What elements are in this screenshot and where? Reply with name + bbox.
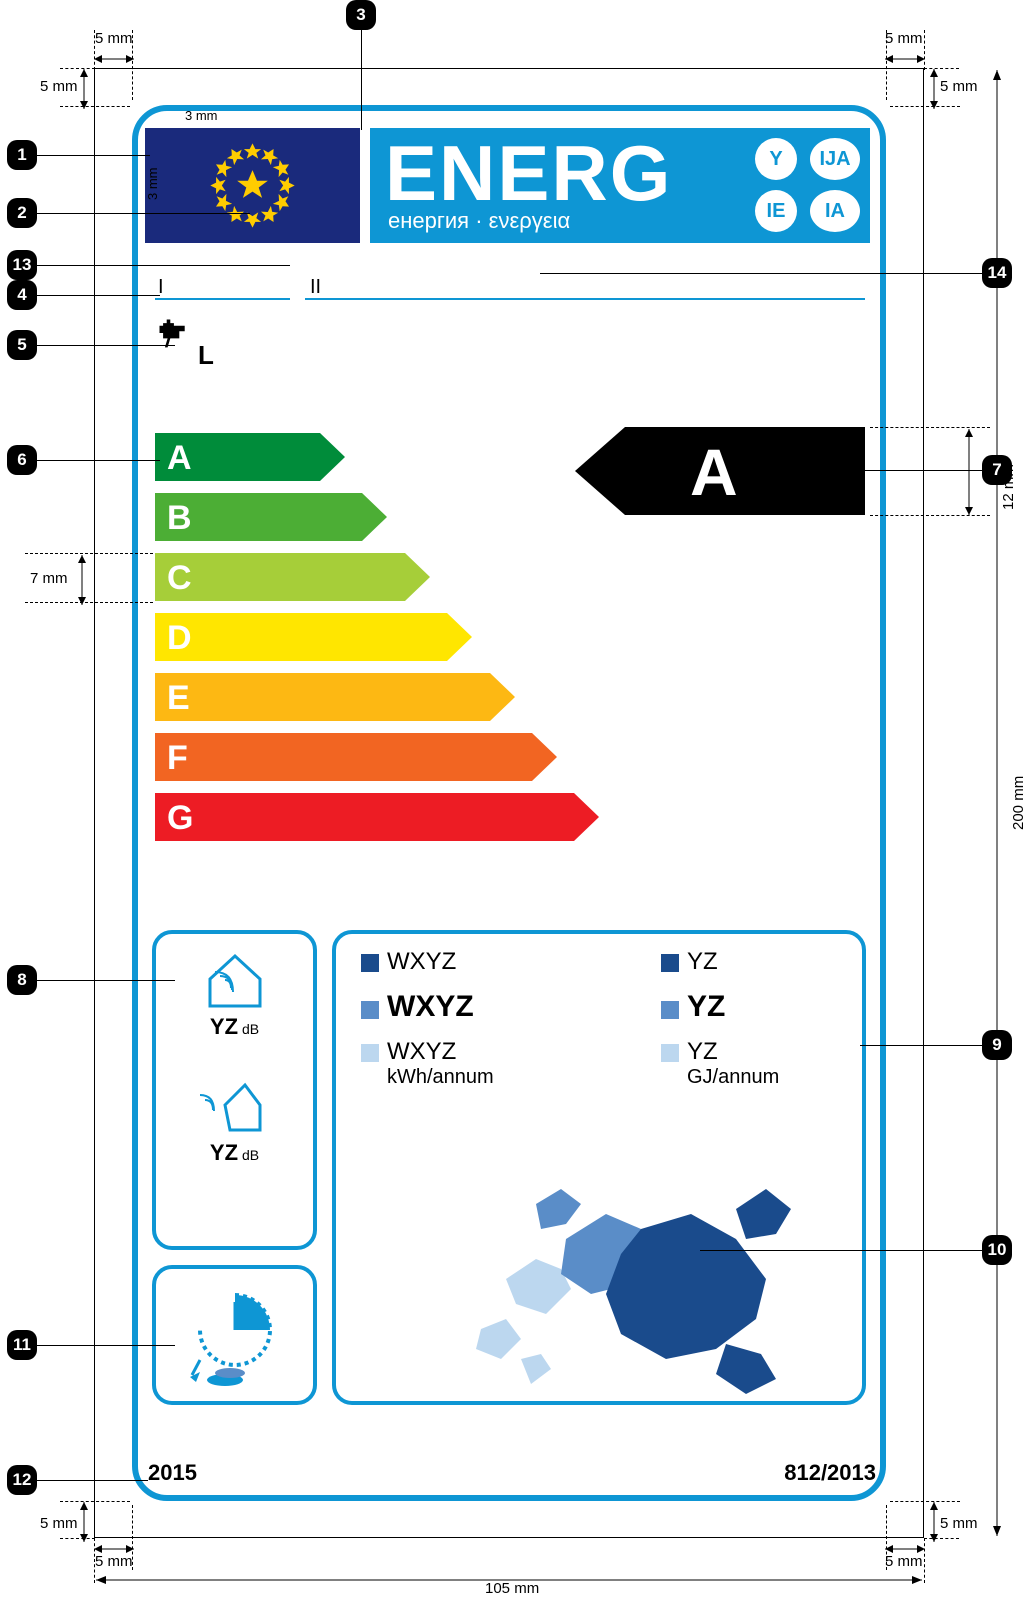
dim-3mm: 3 mm xyxy=(185,108,218,123)
year-label: 2015 xyxy=(148,1460,197,1486)
sound-box: YZ dB YZ dB xyxy=(152,930,317,1250)
diagram-canvas: ENERG енергия · ενεργεια Y IJA IE IA I I… xyxy=(0,0,1024,1599)
eu-map-icon xyxy=(466,1159,826,1394)
callout-8: 8 xyxy=(7,965,37,995)
efficiency-bar: G xyxy=(155,793,599,841)
energy-title: ENERG xyxy=(385,128,672,219)
callout-10: 10 xyxy=(982,1235,1012,1265)
efficiency-bar: F xyxy=(155,733,557,781)
gj-mid: YZ xyxy=(687,990,725,1023)
roman-2: II xyxy=(310,276,321,299)
eu-flag xyxy=(145,128,360,243)
swatch-dark-icon xyxy=(361,954,379,972)
outdoor-sound-value: YZ xyxy=(210,1140,238,1165)
gj-light: YZ xyxy=(687,1038,718,1065)
svg-text:E: E xyxy=(167,679,190,717)
swatch-light-icon xyxy=(661,1044,679,1062)
suffix-pill: Y xyxy=(755,138,797,180)
svg-text:C: C xyxy=(167,559,192,597)
dim-5mm: 5 mm xyxy=(885,30,923,47)
kwh-dark: WXYZ xyxy=(387,948,456,975)
svg-text:D: D xyxy=(167,619,192,657)
dim-3mm: 3 mm xyxy=(145,168,160,201)
indoor-sound-icon xyxy=(200,944,270,1014)
callout-4: 4 xyxy=(7,280,37,310)
callout-3: 3 xyxy=(346,0,376,30)
dim-5mm: 5 mm xyxy=(40,1515,78,1532)
efficiency-bar: E xyxy=(155,673,515,721)
efficiency-bar: C xyxy=(155,553,430,601)
callout-11: 11 xyxy=(7,1330,37,1360)
callout-6: 6 xyxy=(7,445,37,475)
supplier-field-2 xyxy=(305,298,865,300)
swatch-light-icon xyxy=(361,1044,379,1062)
indoor-sound-value: YZ xyxy=(210,1014,238,1039)
db-unit: dB xyxy=(242,1147,259,1163)
off-peak-icon xyxy=(180,1280,290,1390)
db-unit: dB xyxy=(242,1021,259,1037)
efficiency-bar: B xyxy=(155,493,387,541)
dim-7mm: 7 mm xyxy=(30,570,68,587)
callout-12: 12 xyxy=(7,1465,37,1495)
dim-5mm: 5 mm xyxy=(95,30,133,47)
load-profile-letter: L xyxy=(198,340,214,371)
swatch-dark-icon xyxy=(661,954,679,972)
callout-13: 13 xyxy=(7,250,37,280)
dim-5mm: 5 mm xyxy=(940,78,978,95)
dim-5mm: 5 mm xyxy=(40,78,78,95)
efficiency-bar: D xyxy=(155,613,472,661)
swatch-mid-icon xyxy=(361,1001,379,1019)
svg-text:B: B xyxy=(167,499,192,537)
kwh-unit: kWh/annum xyxy=(387,1066,591,1089)
callout-1: 1 xyxy=(7,140,37,170)
dim-200mm: 200 mm xyxy=(1010,776,1024,830)
supplier-field-1 xyxy=(155,298,290,300)
callout-5: 5 xyxy=(7,330,37,360)
callout-9: 9 xyxy=(982,1030,1012,1060)
energy-header: ENERG енергия · ενεργεια Y IJA IE IA xyxy=(370,128,870,243)
suffix-pill: IE xyxy=(755,190,797,232)
svg-text:A: A xyxy=(167,439,192,477)
suffix-pill: IA xyxy=(810,190,860,232)
regulation-label: 812/2013 xyxy=(784,1460,876,1486)
rating-letter: A xyxy=(690,435,738,509)
off-peak-box xyxy=(152,1265,317,1405)
efficiency-bar: A xyxy=(155,433,345,481)
gj-dark: YZ xyxy=(687,948,718,975)
dim-5mm: 5 mm xyxy=(940,1515,978,1532)
outdoor-sound-icon xyxy=(200,1070,270,1140)
svg-text:F: F xyxy=(167,739,188,777)
tap-icon xyxy=(155,315,200,360)
energy-subtitle: енергия · ενεργεια xyxy=(388,208,570,234)
swatch-mid-icon xyxy=(661,1001,679,1019)
callout-14: 14 xyxy=(982,258,1012,288)
rating-pointer: A xyxy=(575,427,875,515)
kwh-light: WXYZ xyxy=(387,1038,456,1065)
kwh-mid: WXYZ xyxy=(387,990,474,1023)
svg-text:G: G xyxy=(167,799,193,837)
gj-unit: GJ/annum xyxy=(687,1066,779,1089)
callout-7: 7 xyxy=(982,455,1012,485)
consumption-box: WXYZ YZ WXYZ YZ WXYZ kWh/annum YZ GJ/ann… xyxy=(332,930,866,1405)
callout-2: 2 xyxy=(7,198,37,228)
suffix-pill: IJA xyxy=(810,138,860,180)
